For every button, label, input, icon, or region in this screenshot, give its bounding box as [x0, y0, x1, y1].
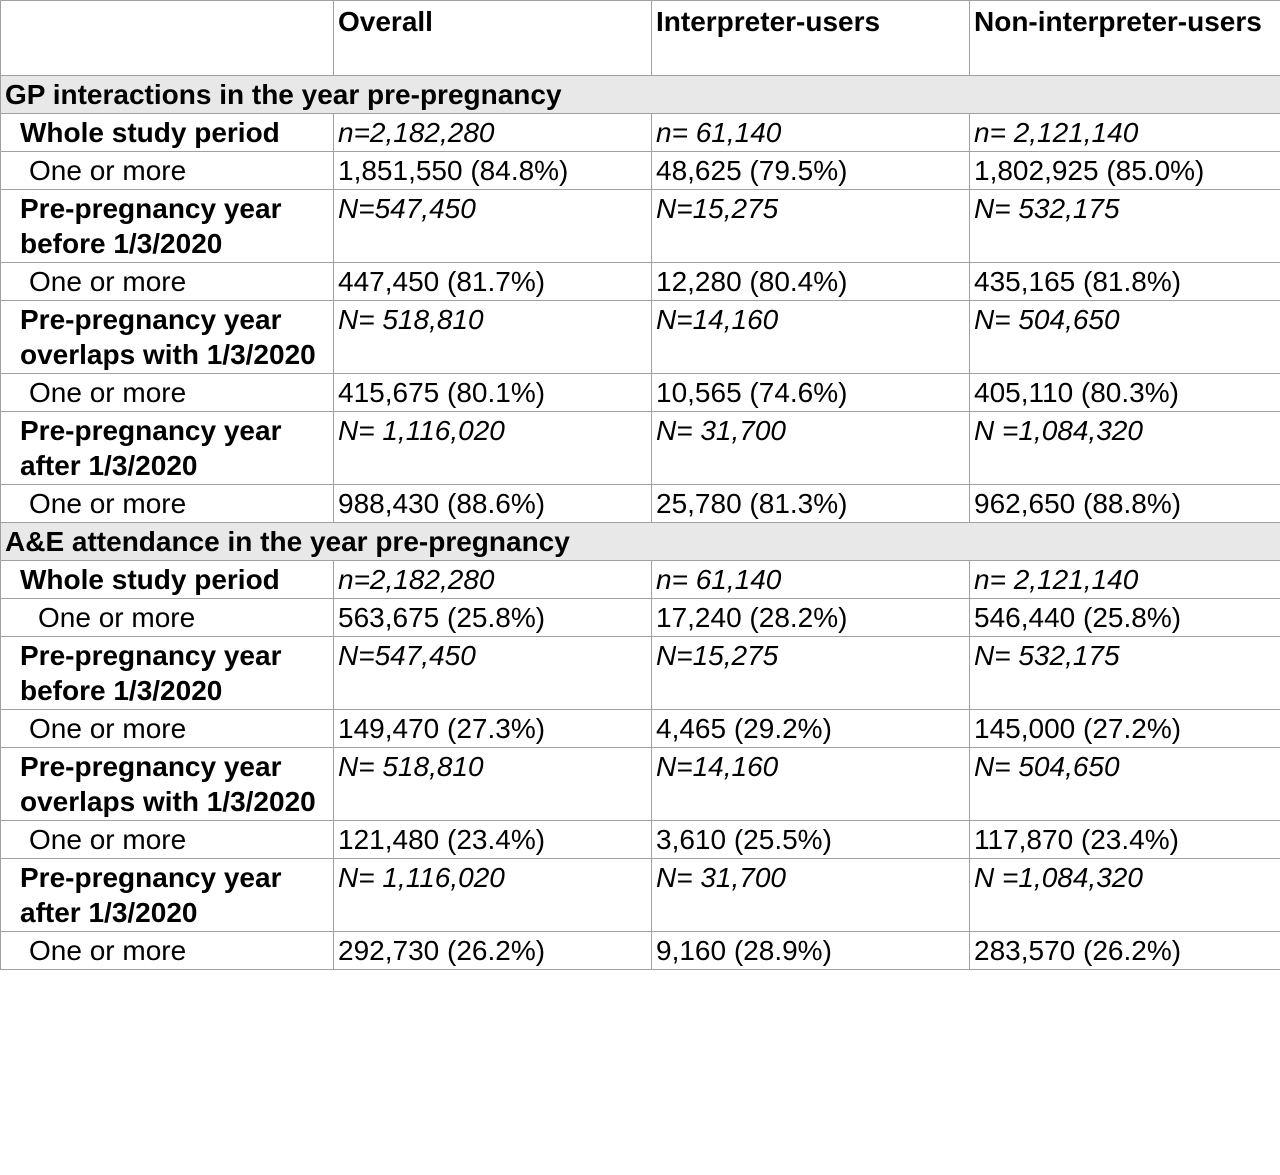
- group-label: Pre-pregnancy year before 1/3/2020: [0, 636, 334, 710]
- group-count-cell: n=2,182,280: [333, 560, 652, 599]
- row-label: One or more: [0, 484, 334, 523]
- value-cell: 121,480 (23.4%): [333, 820, 652, 859]
- group-row: Pre-pregnancy year overlaps with 1/3/202…: [0, 300, 1280, 374]
- group-row: Pre-pregnancy year before 1/3/2020 N=547,…: [0, 189, 1280, 263]
- group-count-cell: N= 1,116,020: [333, 858, 652, 932]
- value-cell: 292,730 (26.2%): [333, 931, 652, 970]
- group-count-cell: N= 31,700: [651, 411, 970, 485]
- group-row: Whole study period n=2,182,280 n= 61,140 n=…: [0, 560, 1280, 599]
- group-label: Pre-pregnancy year before 1/3/2020: [0, 189, 334, 263]
- value-cell: 988,430 (88.6%): [333, 484, 652, 523]
- group-row: Whole study period n=2,182,280 n= 61,140 n=…: [0, 113, 1280, 152]
- row-label: One or more: [0, 262, 334, 301]
- group-count-cell: N=14,160: [651, 747, 970, 821]
- value-cell: 447,450 (81.7%): [333, 262, 652, 301]
- value-cell: 563,675 (25.8%): [333, 598, 652, 637]
- value-cell: 9,160 (28.9%): [651, 931, 970, 970]
- value-cell: 4,465 (29.2%): [651, 709, 970, 748]
- row-label: One or more: [0, 931, 334, 970]
- header-row: Overall Interpreter-users Non-interprete…: [0, 0, 1280, 76]
- group-count-cell: N= 31,700: [651, 858, 970, 932]
- group-count-cell: N =1,084,320: [969, 411, 1280, 485]
- value-cell: 48,625 (79.5%): [651, 151, 970, 190]
- value-cell: 283,570 (26.2%): [969, 931, 1280, 970]
- group-count-cell: n= 61,140: [651, 113, 970, 152]
- group-count-cell: N=547,450: [333, 636, 652, 710]
- group-row: Pre-pregnancy year after 1/3/2020 N= 1,11…: [0, 411, 1280, 485]
- group-row: Pre-pregnancy year overlaps with 1/3/202…: [0, 747, 1280, 821]
- value-cell: 25,780 (81.3%): [651, 484, 970, 523]
- group-label: Whole study period: [0, 113, 334, 152]
- value-cell: 405,110 (80.3%): [969, 373, 1280, 412]
- value-cell: 3,610 (25.5%): [651, 820, 970, 859]
- group-count-cell: n= 61,140: [651, 560, 970, 599]
- header-overall: Overall: [333, 0, 652, 76]
- value-cell: 17,240 (28.2%): [651, 598, 970, 637]
- header-blank: [0, 0, 334, 76]
- value-cell: 546,440 (25.8%): [969, 598, 1280, 637]
- group-label: Pre-pregnancy year after 1/3/2020: [0, 411, 334, 485]
- group-count-cell: N =1,084,320: [969, 858, 1280, 932]
- section-header-row: GP interactions in the year pre-pregnanc…: [0, 75, 1280, 114]
- row-label: One or more: [0, 373, 334, 412]
- group-count-cell: n=2,182,280: [333, 113, 652, 152]
- section-title: GP interactions in the year pre-pregnanc…: [0, 75, 1280, 114]
- group-row: Pre-pregnancy year before 1/3/2020 N=547,…: [0, 636, 1280, 710]
- header-interpreter-users: Interpreter-users: [651, 0, 970, 76]
- value-cell: 145,000 (27.2%): [969, 709, 1280, 748]
- table-row: One or more 149,470 (27.3%) 4,465 (29.2%) 1…: [0, 709, 1280, 748]
- row-label: One or more: [0, 151, 334, 190]
- group-count-cell: N=15,275: [651, 636, 970, 710]
- table-body: GP interactions in the year pre-pregnanc…: [0, 75, 1280, 970]
- group-row: Pre-pregnancy year after 1/3/2020 N= 1,11…: [0, 858, 1280, 932]
- group-count-cell: N=547,450: [333, 189, 652, 263]
- table-row: One or more 563,675 (25.8%) 17,240 (28.2%)…: [0, 598, 1280, 637]
- group-count-cell: N= 504,650: [969, 747, 1280, 821]
- group-count-cell: N= 504,650: [969, 300, 1280, 374]
- table-row: One or more 415,675 (80.1%) 10,565 (74.6%)…: [0, 373, 1280, 412]
- group-count-cell: N= 1,116,020: [333, 411, 652, 485]
- group-count-cell: N=15,275: [651, 189, 970, 263]
- header-non-interpreter-users: Non-interpreter-users: [969, 0, 1280, 76]
- section-title: A&E attendance in the year pre-pregnancy: [0, 522, 1280, 561]
- table-row: One or more 988,430 (88.6%) 25,780 (81.3%)…: [0, 484, 1280, 523]
- group-label: Pre-pregnancy year overlaps with 1/3/202…: [0, 300, 334, 374]
- group-count-cell: n= 2,121,140: [969, 113, 1280, 152]
- value-cell: 415,675 (80.1%): [333, 373, 652, 412]
- group-count-cell: n= 2,121,140: [969, 560, 1280, 599]
- section-header-row: A&E attendance in the year pre-pregnancy: [0, 522, 1280, 561]
- results-table: Overall Interpreter-users Non-interprete…: [0, 0, 1280, 970]
- row-label: One or more: [0, 820, 334, 859]
- table-row: One or more 1,851,550 (84.8%) 48,625 (79.5…: [0, 151, 1280, 190]
- group-label: Pre-pregnancy year after 1/3/2020: [0, 858, 334, 932]
- group-label: Whole study period: [0, 560, 334, 599]
- row-label: One or more: [0, 709, 334, 748]
- value-cell: 435,165 (81.8%): [969, 262, 1280, 301]
- value-cell: 1,851,550 (84.8%): [333, 151, 652, 190]
- group-count-cell: N= 532,175: [969, 189, 1280, 263]
- group-count-cell: N= 518,810: [333, 747, 652, 821]
- value-cell: 962,650 (88.8%): [969, 484, 1280, 523]
- table-row: One or more 292,730 (26.2%) 9,160 (28.9%) 2…: [0, 931, 1280, 970]
- group-count-cell: N=14,160: [651, 300, 970, 374]
- table-row: One or more 447,450 (81.7%) 12,280 (80.4%)…: [0, 262, 1280, 301]
- group-count-cell: N= 518,810: [333, 300, 652, 374]
- table-row: One or more 121,480 (23.4%) 3,610 (25.5%) 1…: [0, 820, 1280, 859]
- group-label: Pre-pregnancy year overlaps with 1/3/202…: [0, 747, 334, 821]
- value-cell: 117,870 (23.4%): [969, 820, 1280, 859]
- value-cell: 149,470 (27.3%): [333, 709, 652, 748]
- value-cell: 12,280 (80.4%): [651, 262, 970, 301]
- value-cell: 1,802,925 (85.0%): [969, 151, 1280, 190]
- group-count-cell: N= 532,175: [969, 636, 1280, 710]
- row-label: One or more: [0, 598, 334, 637]
- value-cell: 10,565 (74.6%): [651, 373, 970, 412]
